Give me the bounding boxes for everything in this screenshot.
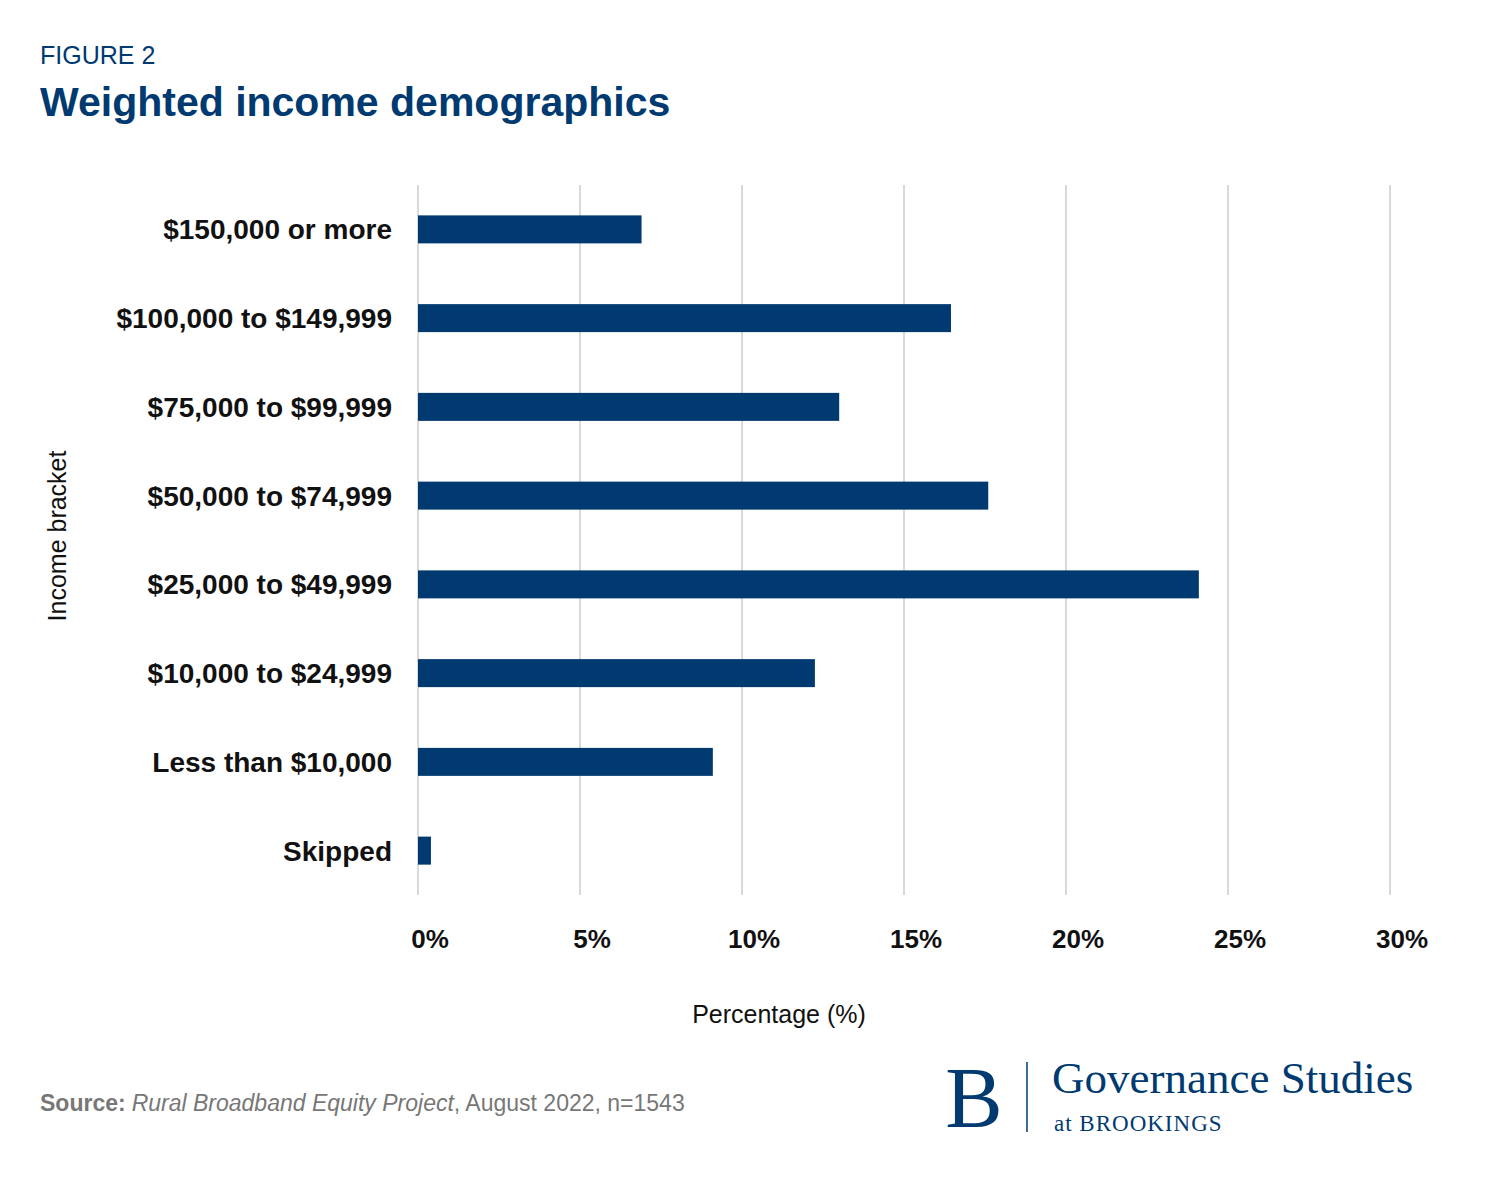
tick-label: 25% [1214, 924, 1266, 954]
grid-line [741, 185, 743, 895]
bar [418, 482, 988, 510]
tick-label: 20% [1052, 924, 1104, 954]
grid-line [417, 185, 419, 895]
source-name: Rural Broadband Equity Project [132, 1090, 456, 1116]
category-label: $100,000 to $149,999 [116, 303, 392, 334]
logo-mark: B [945, 1050, 1002, 1146]
bar [418, 837, 431, 865]
x-axis-title: Percentage (%) [692, 1000, 866, 1028]
source-label: Source: [40, 1090, 126, 1116]
logo-subtext: at BROOKINGS [1054, 1111, 1223, 1136]
source: Source:Rural Broadband Equity Project, A… [40, 1090, 685, 1116]
tick-label: 0% [411, 924, 449, 954]
chart: FIGURE 2 Weighted income demographics 0% 5%… [0, 0, 1500, 1189]
tick-label: 10% [728, 924, 780, 954]
grid-line [903, 185, 905, 895]
bar [418, 393, 839, 421]
category-label: $25,000 to $49,999 [148, 569, 392, 600]
category-label: Skipped [283, 836, 392, 867]
category-label: Less than $10,000 [152, 747, 392, 778]
bar [418, 215, 642, 243]
grid-line [1389, 185, 1391, 895]
tick-label: 15% [890, 924, 942, 954]
figure-label: FIGURE 2 [40, 41, 155, 69]
category-label: $10,000 to $24,999 [148, 658, 392, 689]
category-label: $50,000 to $74,999 [148, 481, 392, 512]
grid-line [579, 185, 581, 895]
bars [418, 215, 1199, 864]
grid-line [1065, 185, 1067, 895]
bar [418, 304, 951, 332]
bar [418, 748, 713, 776]
y-axis-title: Income bracket [43, 450, 71, 621]
category-label: $75,000 to $99,999 [148, 392, 392, 423]
category-label: $150,000 or more [163, 214, 392, 245]
tick-label: 30% [1376, 924, 1428, 954]
title: Weighted income demographics [40, 79, 670, 125]
tick-label: 5% [573, 924, 611, 954]
grid-line [1227, 185, 1229, 895]
source-detail: , August 2022, n=1543 [454, 1090, 685, 1116]
bar [418, 570, 1199, 598]
logo-divider [1026, 1062, 1028, 1132]
logo-text: Governance Studies [1052, 1053, 1413, 1103]
bar [418, 659, 815, 687]
